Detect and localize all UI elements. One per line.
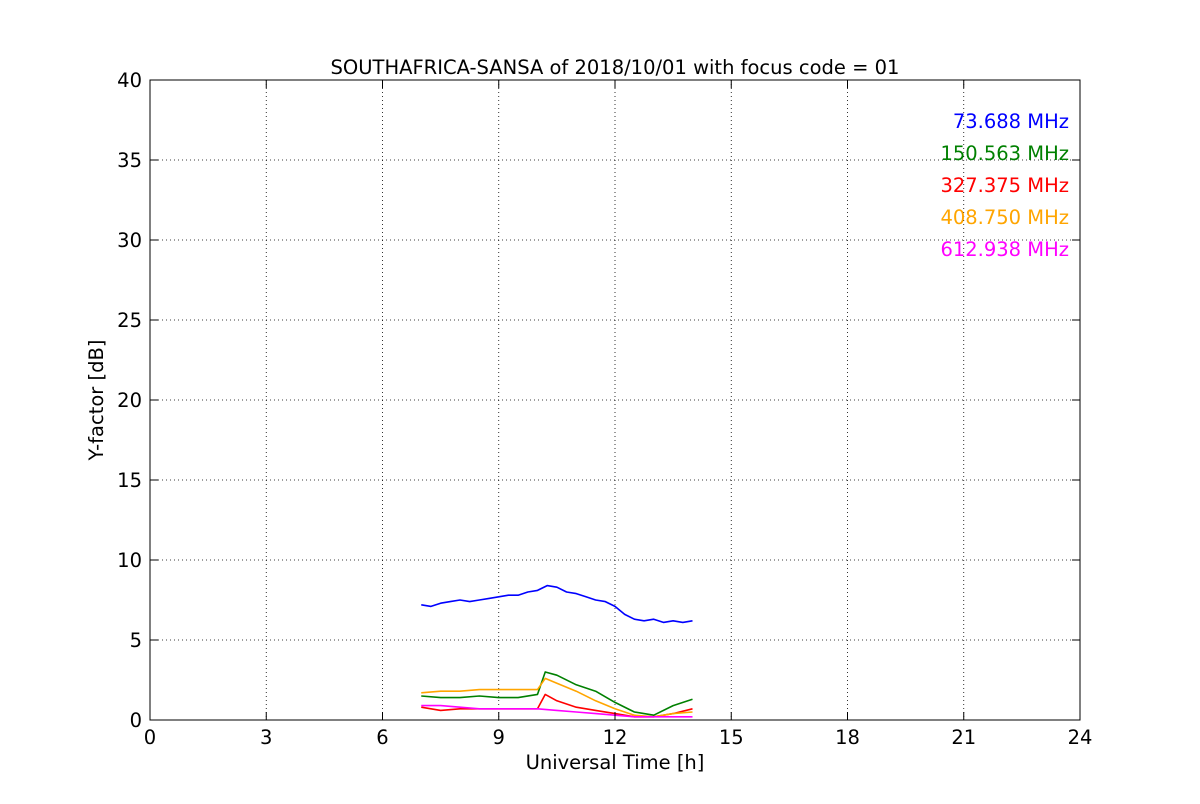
axis-ticks (149, 79, 1081, 721)
y-tick-label: 15 (117, 469, 142, 492)
legend-entry: 73.688 MHz (953, 110, 1069, 133)
y-tick-label: 25 (117, 309, 142, 332)
legend-entry: 150.563 MHz (940, 142, 1069, 165)
series-line-1 (421, 671, 693, 717)
legend-entry: 408.750 MHz (940, 206, 1069, 229)
y-axis-label: Y-factor [dB] (85, 340, 108, 462)
series-line-0 (421, 584, 693, 624)
x-tick-label: 12 (603, 726, 628, 749)
grid-lines (150, 80, 1080, 720)
x-tick-label: 0 (144, 726, 156, 749)
x-tick-label: 6 (376, 726, 388, 749)
x-tick-label: 15 (719, 726, 744, 749)
x-axis-label: Universal Time [h] (526, 751, 705, 774)
series-group (421, 584, 693, 718)
y-tick-label: 10 (117, 549, 142, 572)
y-tick-label: 5 (130, 629, 142, 652)
legend-entry: 327.375 MHz (940, 174, 1069, 197)
x-tick-label: 24 (1068, 726, 1093, 749)
x-tick-label: 18 (835, 726, 860, 749)
y-tick-label: 35 (117, 149, 142, 172)
x-tick-label: 3 (260, 726, 272, 749)
legend: 73.688 MHz 150.563 MHz 327.375 MHz 408.750 … (940, 110, 1069, 261)
y-tick-label: 30 (117, 229, 142, 252)
y-tick-label: 40 (117, 69, 142, 92)
x-tick-labels: 0 3 6 9 12 15 18 21 24 (144, 726, 1093, 749)
plot-series (421, 584, 693, 718)
x-tick-label: 9 (493, 726, 505, 749)
y-tick-label: 20 (117, 389, 142, 412)
y-tick-label: 0 (130, 709, 142, 732)
y-tick-labels: 0 5 10 15 20 25 30 35 40 (117, 69, 142, 732)
x-tick-label: 21 (951, 726, 976, 749)
legend-entry: 612.938 MHz (940, 238, 1069, 261)
series-line-4 (421, 704, 693, 718)
chart-title: SOUTHAFRICA-SANSA of 2018/10/01 with foc… (331, 56, 900, 79)
